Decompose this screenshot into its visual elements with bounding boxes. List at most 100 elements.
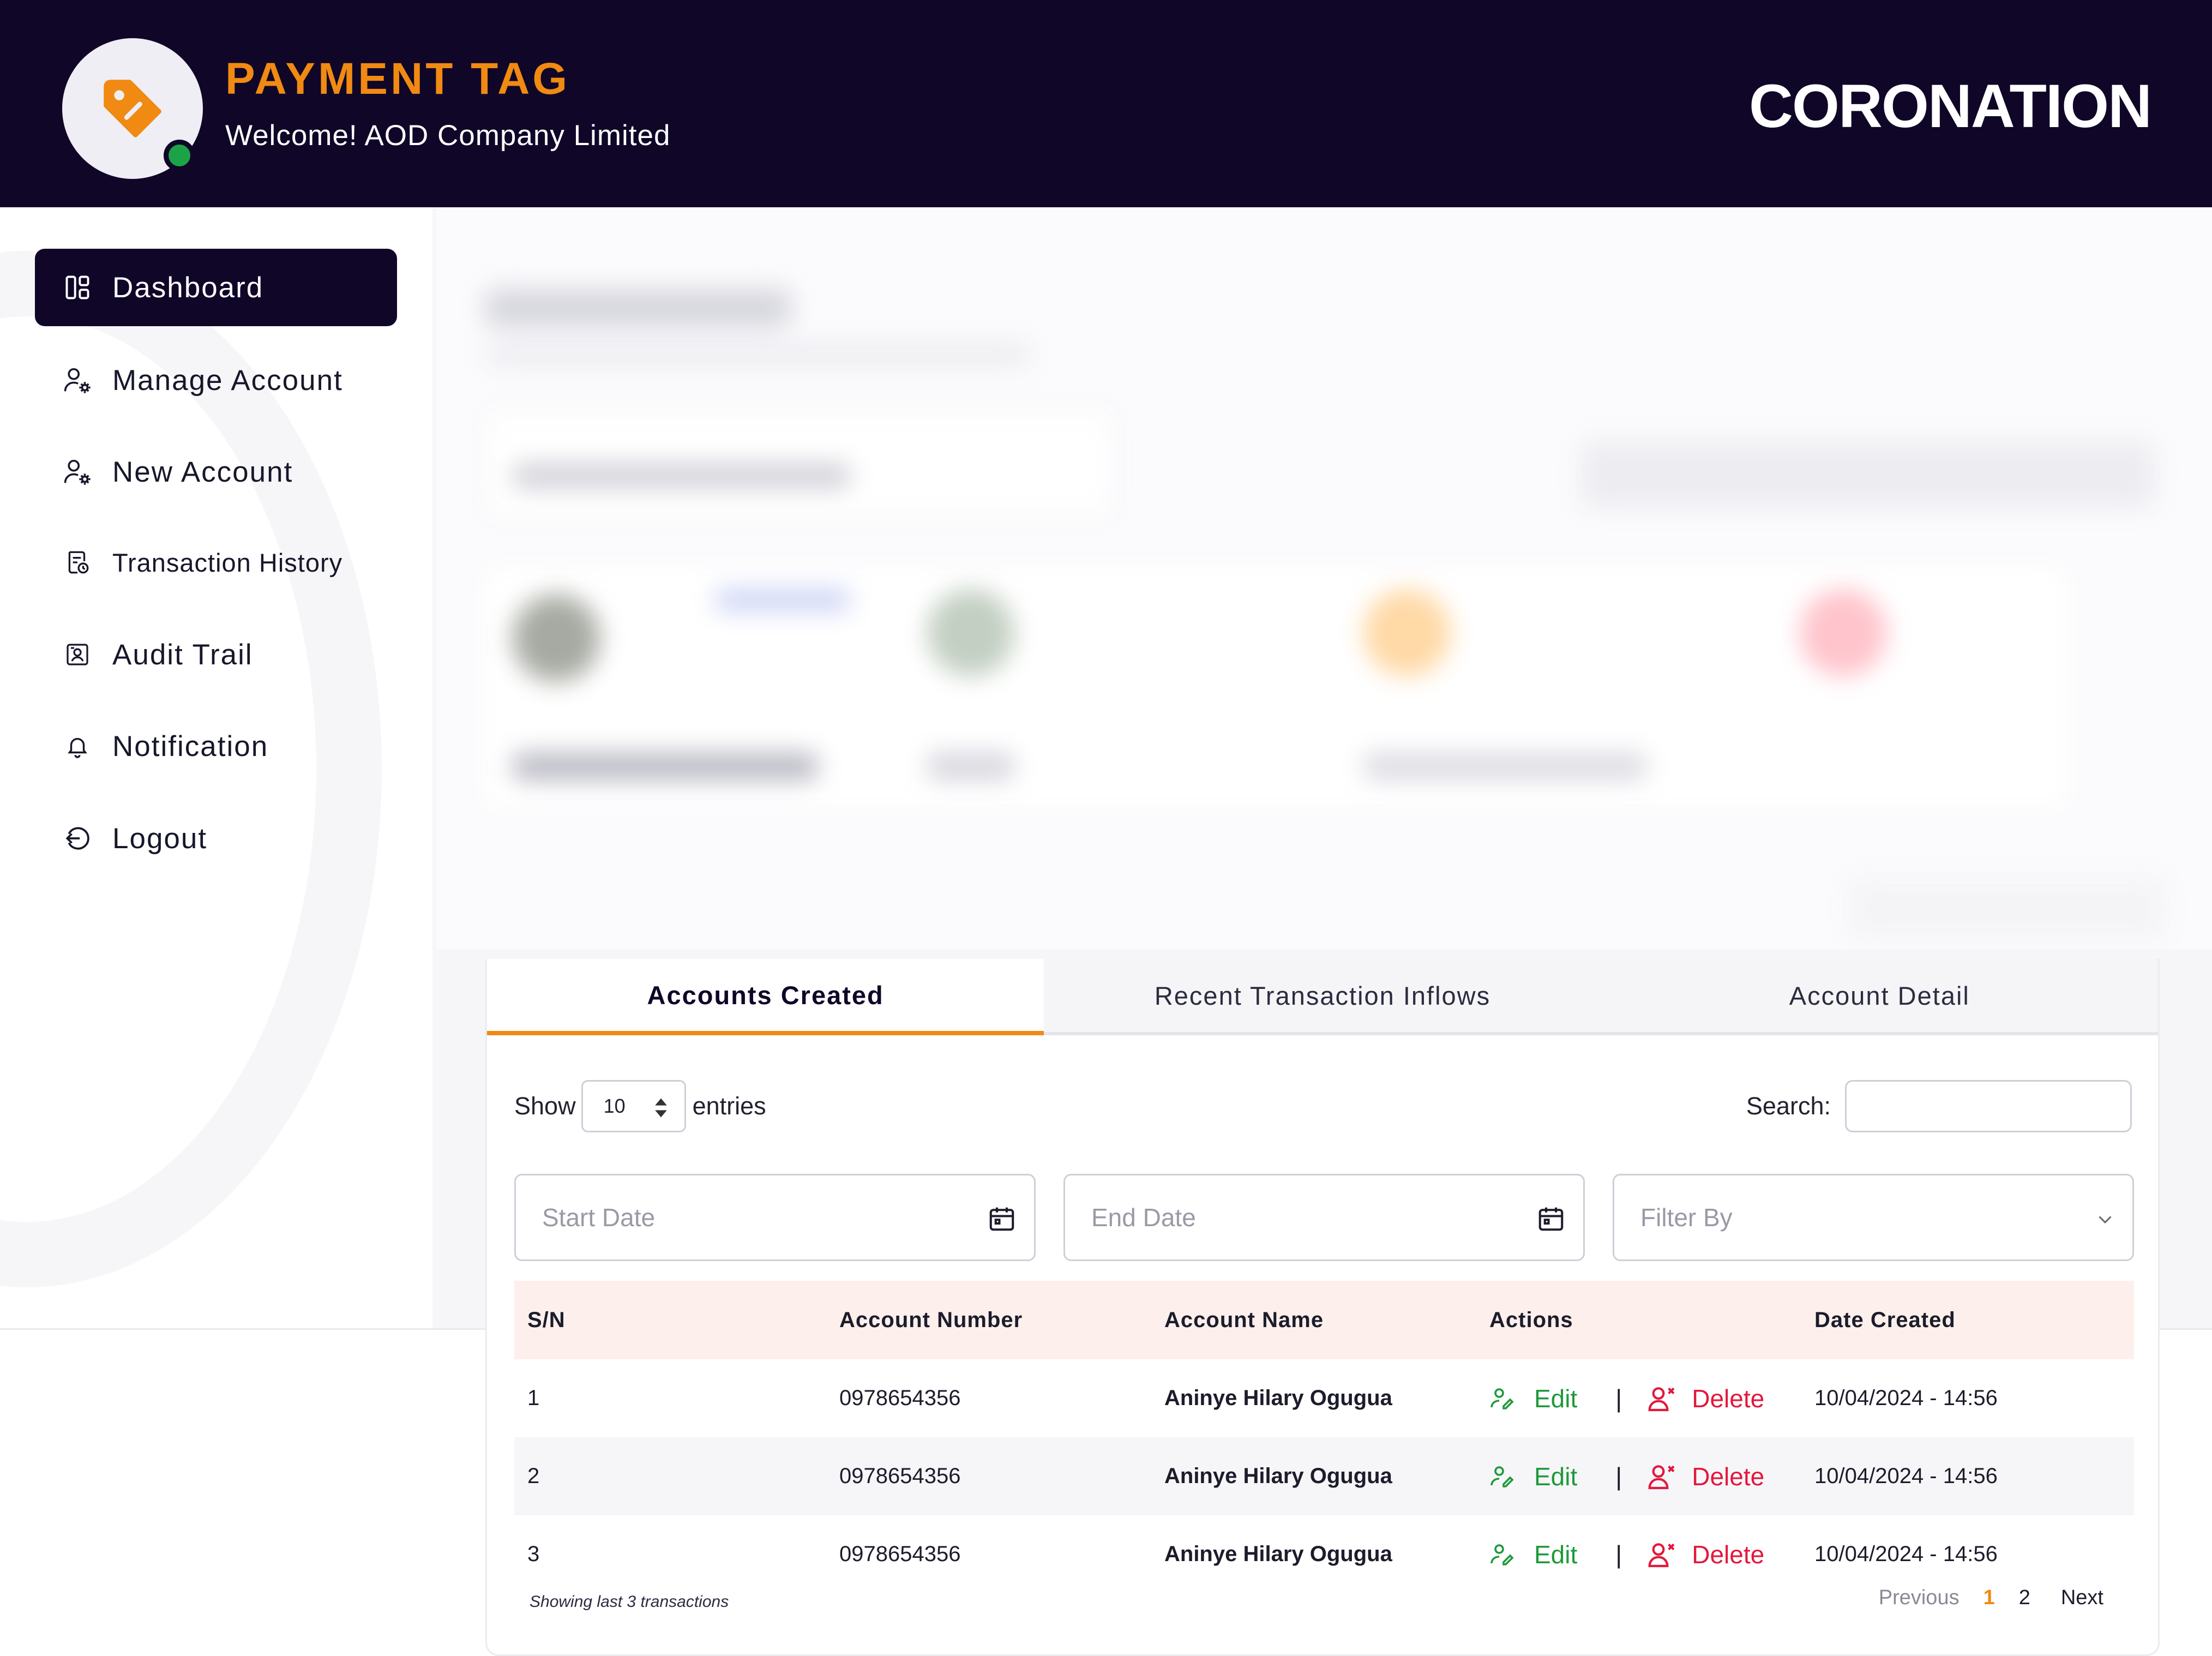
delete-button[interactable]: Delete	[1647, 1383, 1764, 1414]
start-date-field[interactable]: Start Date	[514, 1174, 1036, 1261]
cell-actions: Edit | Delete	[1489, 1539, 1814, 1570]
sidebar-item-label: Transaction History	[112, 548, 343, 577]
sidebar-item-audit-trail[interactable]: Audit Trail	[35, 616, 397, 693]
search-label: Search:	[1746, 1092, 1831, 1120]
sidebar-item-logout[interactable]: Logout	[35, 800, 397, 877]
col-account-number: Account Number	[839, 1307, 1023, 1332]
tab-bar: Accounts Created Recent Transaction Infl…	[487, 959, 2158, 1035]
bell-icon	[61, 730, 94, 763]
cell-sn: 2	[527, 1464, 540, 1488]
app-logo	[62, 38, 203, 179]
sidebar-item-label: Manage Account	[112, 364, 343, 397]
delete-label: Delete	[1692, 1540, 1765, 1569]
user-gear-icon	[61, 455, 94, 488]
delete-label: Delete	[1692, 1462, 1765, 1491]
edit-label: Edit	[1534, 1462, 1578, 1491]
cell-date-created: 10/04/2024 - 14:56	[1814, 1386, 1998, 1410]
search-control: Search:	[1746, 1080, 2132, 1132]
cell-account-number: 0978654356	[839, 1464, 961, 1488]
entries-control: Show 10 entries	[514, 1080, 766, 1132]
audit-icon	[61, 638, 94, 671]
show-label: Show	[514, 1092, 576, 1120]
cell-actions: Edit | Delete	[1489, 1461, 1814, 1492]
edit-button[interactable]: Edit	[1489, 1384, 1577, 1413]
pagination-previous[interactable]: Previous	[1878, 1586, 1959, 1609]
pagination: Previous 1 2 Next	[1879, 1586, 2103, 1610]
sidebar: Dashboard Manage Account New Account Tra…	[0, 207, 432, 1329]
logout-icon	[61, 822, 94, 855]
table-row: 3 0978654356 Aninye Hilary Ogugua Edit |…	[514, 1515, 2134, 1593]
cell-account-name: Aninye Hilary Ogugua	[1164, 1386, 1392, 1410]
user-edit-icon	[1490, 1388, 1514, 1409]
end-date-field[interactable]: End Date	[1063, 1174, 1585, 1261]
brand-logo: CORONATION	[1749, 72, 2152, 140]
cell-sn: 1	[527, 1386, 540, 1410]
user-remove-icon	[1648, 1543, 1675, 1567]
edit-label: Edit	[1534, 1540, 1578, 1569]
tab-account-detail[interactable]: Account Detail	[1601, 959, 2158, 1035]
col-sn: S/N	[527, 1307, 566, 1332]
sidebar-item-transaction-history[interactable]: Transaction History	[35, 524, 397, 601]
pagination-page-2[interactable]: 2	[2018, 1586, 2030, 1609]
edit-label: Edit	[1534, 1384, 1578, 1413]
entries-select[interactable]: 10	[581, 1080, 686, 1132]
delete-label: Delete	[1692, 1384, 1765, 1413]
edit-button[interactable]: Edit	[1489, 1462, 1577, 1491]
accounts-card: Accounts Created Recent Transaction Infl…	[485, 959, 2160, 1656]
delete-button[interactable]: Delete	[1647, 1539, 1764, 1570]
edit-button[interactable]: Edit	[1489, 1540, 1577, 1569]
col-account-name: Account Name	[1164, 1307, 1324, 1332]
cell-actions: Edit | Delete	[1489, 1383, 1814, 1414]
user-remove-icon	[1648, 1465, 1675, 1489]
chevron-down-icon	[2099, 1216, 2112, 1224]
search-input[interactable]	[1845, 1080, 2132, 1132]
end-date-placeholder: End Date	[1091, 1203, 1196, 1232]
app-title: PAYMENT TAG	[225, 54, 570, 104]
cell-account-name: Aninye Hilary Ogugua	[1164, 1542, 1392, 1566]
col-actions: Actions	[1489, 1307, 1573, 1332]
cell-sn: 3	[527, 1542, 540, 1566]
welcome-text: Welcome! AOD Company Limited	[225, 119, 671, 152]
tab-accounts-created[interactable]: Accounts Created	[487, 959, 1044, 1035]
cell-date-created: 10/04/2024 - 14:56	[1814, 1542, 1998, 1566]
sidebar-item-dashboard[interactable]: Dashboard	[35, 249, 397, 326]
sidebar-item-new-account[interactable]: New Account	[35, 433, 397, 511]
user-edit-icon	[1490, 1466, 1514, 1487]
tab-recent-transaction-inflows[interactable]: Recent Transaction Inflows	[1044, 959, 1601, 1035]
tag-icon	[104, 80, 161, 137]
sidebar-item-label: Dashboard	[112, 271, 264, 304]
dashboard-backdrop	[436, 207, 2212, 949]
user-edit-icon	[1490, 1544, 1514, 1565]
pagination-next[interactable]: Next	[2060, 1586, 2103, 1609]
filter-placeholder: Filter By	[1640, 1203, 1733, 1232]
calendar-icon[interactable]	[987, 1204, 1017, 1233]
sidebar-item-label: New Account	[112, 455, 293, 488]
sidebar-item-label: Logout	[112, 822, 208, 855]
sidebar-item-notification[interactable]: Notification	[35, 707, 397, 785]
sidebar-item-manage-account[interactable]: Manage Account	[35, 341, 397, 419]
cell-account-number: 0978654356	[839, 1542, 961, 1566]
sidebar-item-label: Audit Trail	[112, 638, 253, 671]
start-date-placeholder: Start Date	[542, 1203, 656, 1232]
table-header: S/N Account Number Account Name Actions …	[514, 1281, 2134, 1359]
cell-account-name: Aninye Hilary Ogugua	[1164, 1464, 1392, 1488]
table-row: 1 0978654356 Aninye Hilary Ogugua Edit |…	[514, 1359, 2134, 1437]
sort-arrows-icon	[654, 1098, 667, 1118]
col-date-created: Date Created	[1814, 1307, 1956, 1332]
table-footnote: Showing last 3 transactions	[530, 1593, 729, 1611]
delete-button[interactable]: Delete	[1647, 1461, 1764, 1492]
cell-account-number: 0978654356	[839, 1386, 961, 1410]
entries-value: 10	[603, 1095, 626, 1117]
entries-label: entries	[692, 1092, 766, 1120]
filter-by-select[interactable]: Filter By	[1613, 1174, 2134, 1261]
cell-date-created: 10/04/2024 - 14:56	[1814, 1464, 1998, 1488]
dashboard-icon	[61, 271, 94, 304]
online-status-dot	[164, 140, 195, 171]
user-remove-icon	[1648, 1387, 1675, 1411]
accounts-table: S/N Account Number Account Name Actions …	[514, 1281, 2134, 1593]
user-gear-icon	[61, 364, 94, 397]
pagination-page-1[interactable]: 1	[1983, 1586, 1995, 1609]
calendar-icon[interactable]	[1536, 1204, 1566, 1233]
receipt-clock-icon	[61, 546, 94, 579]
sidebar-item-label: Notification	[112, 730, 269, 763]
